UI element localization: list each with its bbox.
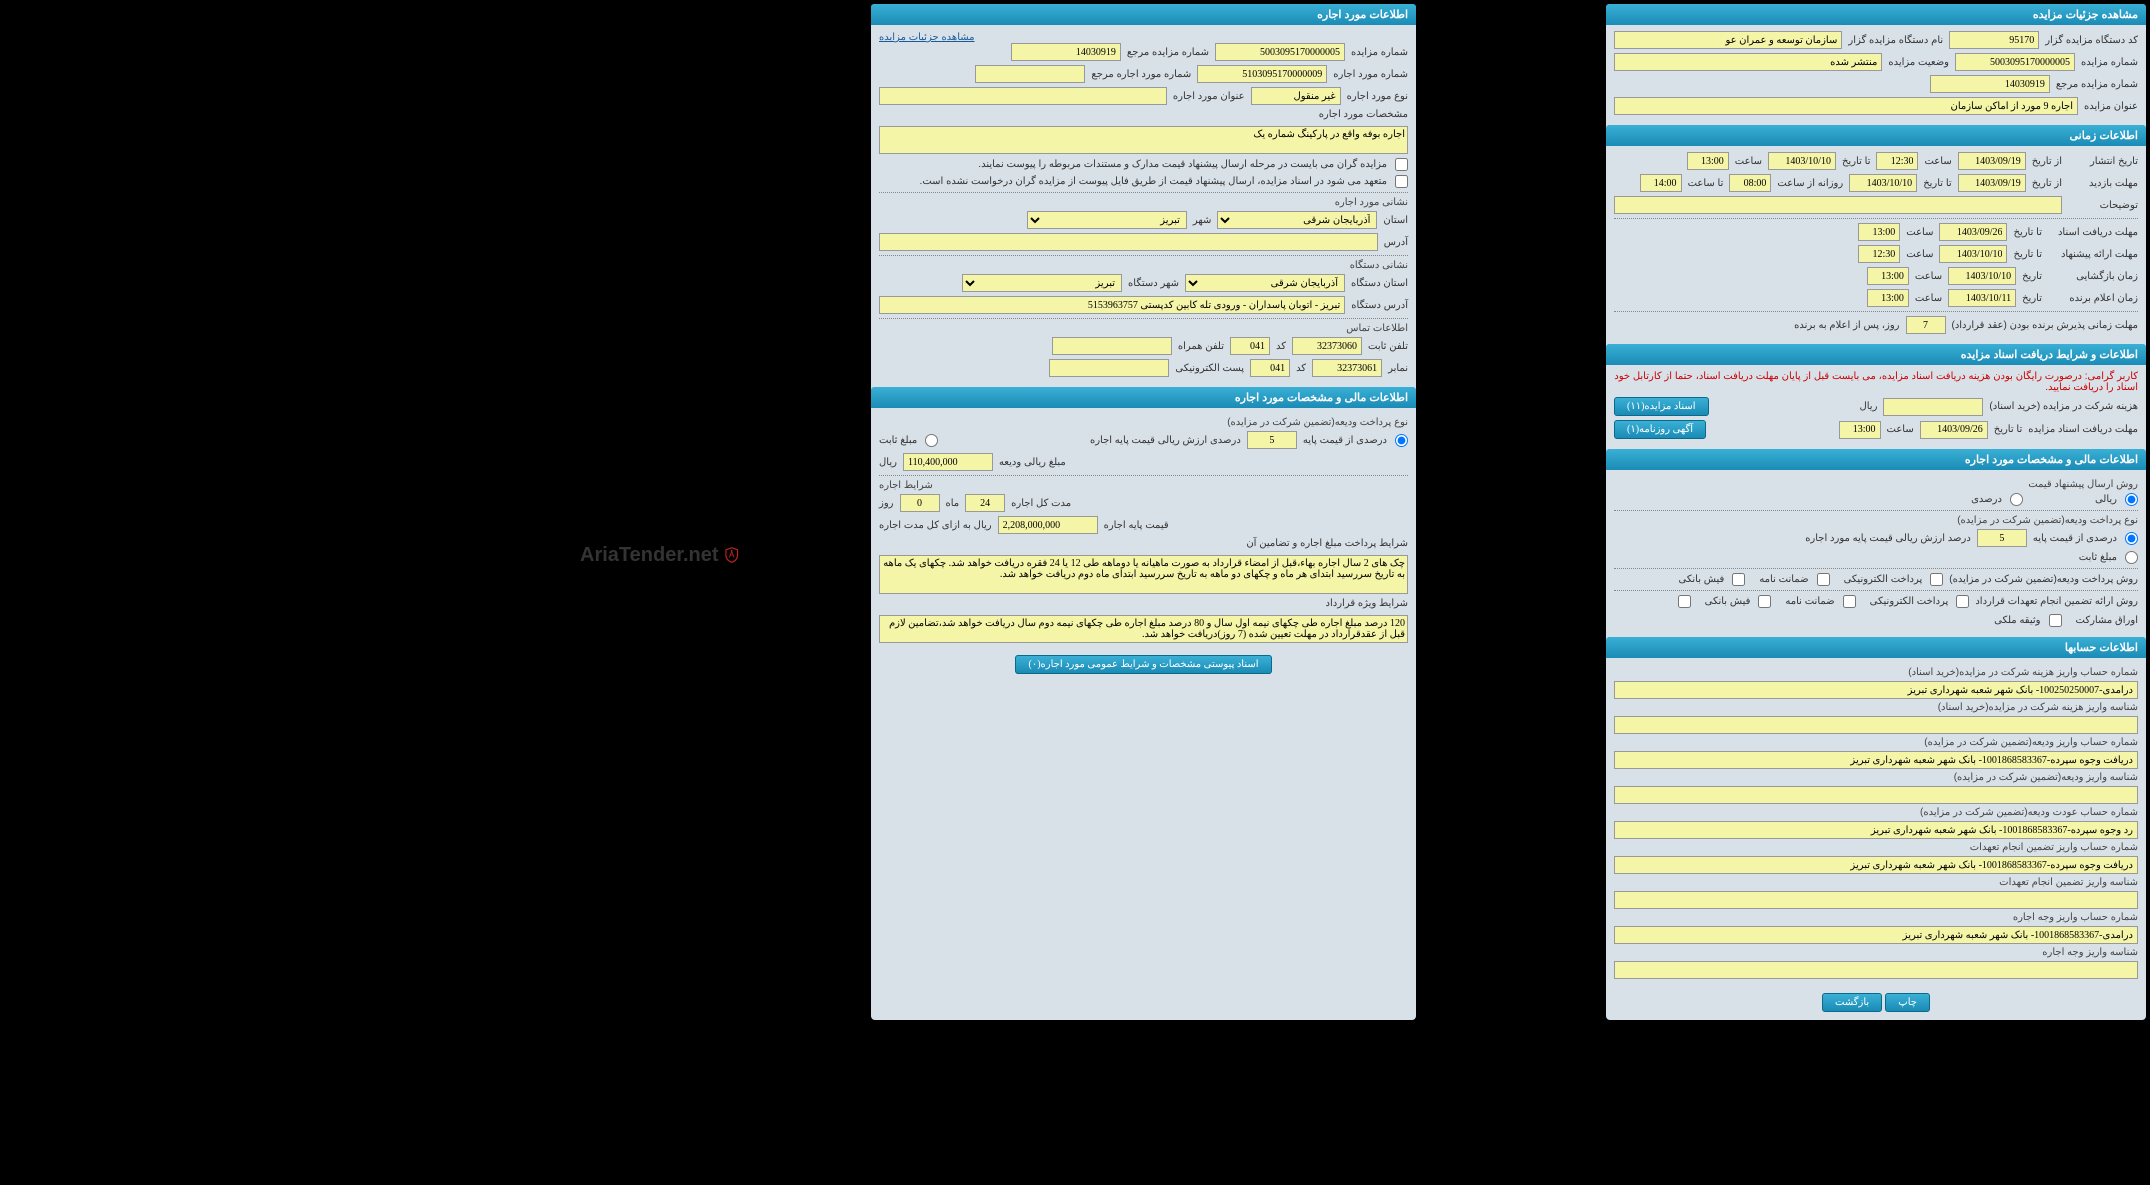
btn-print[interactable]: چاپ	[1885, 993, 1930, 1012]
sel-province[interactable]: آذربایجان شرقی	[1217, 211, 1377, 229]
radio-pct[interactable]	[2010, 493, 2023, 506]
inp-pub-from-d	[1958, 152, 2026, 170]
inp-pub-to-d	[1768, 152, 1836, 170]
section-auction-details: مشاهده جزئیات مزایده	[1606, 4, 2146, 25]
btn-newspaper-ad[interactable]: آگهی روزنامه(۱)	[1614, 420, 1706, 439]
lbl-from: از تاریخ	[2032, 156, 2062, 167]
sel-org-city[interactable]: تبریز	[962, 274, 1122, 292]
radio-flat[interactable]	[2125, 551, 2138, 564]
watermark-logo: AriaTender.net	[580, 520, 740, 590]
section-time-info: اطلاعات زمانی	[1606, 125, 2146, 146]
inp-org-name	[1614, 31, 1842, 49]
ta-spec: اجاره بوفه واقع در پارکینگ شماره یک	[879, 126, 1408, 154]
sel-org-province[interactable]: آذربایجان شرقی	[1185, 274, 1345, 292]
section-left-financial: اطلاعات مالی و مشخصات مورد اجاره	[871, 387, 1416, 408]
lbl-ref-no: شماره مزایده مرجع	[2056, 79, 2138, 90]
inp-auction-title	[1614, 97, 2078, 115]
inp-pub-from-t	[1876, 152, 1918, 170]
btn-attachments[interactable]: اسناد پیوستی مشخصات و شرایط عمومی مورد ا…	[1015, 655, 1271, 674]
left-panel: اطلاعات مورد اجاره مشاهده جزئیات مزایده …	[871, 4, 1416, 1020]
inp-status	[1614, 53, 1882, 71]
btn-back[interactable]: بازگشت	[1822, 993, 1882, 1012]
logo-text: AriaTender.net	[580, 544, 719, 567]
ta-cond1: چک های 2 سال اجاره بهاء،قبل از امضاء قرا…	[879, 555, 1408, 594]
radio-pct-base[interactable]	[2125, 532, 2138, 545]
warning-text: کاربر گرامی: درصورت رایگان بودن هزینه در…	[1614, 371, 2138, 393]
lbl-auction-no: شماره مزایده	[2081, 57, 2138, 68]
inp-desc	[1614, 196, 2062, 214]
inp-pub-to-t	[1687, 152, 1729, 170]
inp-org-code	[1949, 31, 2039, 49]
ta-cond2: 120 درصد مبلغ اجاره طی چکهای نیمه اول سا…	[879, 615, 1408, 643]
inp-ref-no	[1930, 75, 2050, 93]
right-panel: مشاهده جزئیات مزایده کد دستگاه مزایده گز…	[1606, 4, 2146, 1020]
link-view-details[interactable]: مشاهده جزئیات مزایده	[879, 32, 975, 43]
section-accounts: اطلاعات حسابها	[1606, 637, 2146, 658]
lbl-pub: تاریخ انتشار	[2068, 156, 2138, 167]
chk-epay[interactable]	[1930, 573, 1943, 586]
lbl-auction-title: عنوان مزایده	[2084, 101, 2138, 112]
lbl-visit: مهلت بازدید	[2068, 178, 2138, 189]
sel-city[interactable]: تبریز	[1027, 211, 1187, 229]
section-doc-conditions: اطلاعات و شرایط دریافت اسناد مزایده	[1606, 344, 2146, 365]
section-financial: اطلاعات مالی و مشخصات مورد اجاره	[1606, 449, 2146, 470]
section-lease-info: اطلاعات مورد اجاره	[871, 4, 1416, 25]
chk-guarantee[interactable]	[1817, 573, 1830, 586]
shield-icon	[723, 525, 740, 585]
lbl-desc: توضیحات	[2068, 200, 2138, 211]
btn-auction-docs[interactable]: اسناد مزایده(۱۱)	[1614, 397, 1709, 416]
lbl-status: وضعیت مزایده	[1888, 57, 1949, 68]
inp-auction-no	[1955, 53, 2075, 71]
radio-rial[interactable]	[2125, 493, 2138, 506]
lbl-org-code: کد دستگاه مزایده گزار	[2045, 35, 2138, 46]
lbl-org-name: نام دستگاه مزایده گزار	[1848, 35, 1943, 46]
chk-bank-slip[interactable]	[1732, 573, 1745, 586]
